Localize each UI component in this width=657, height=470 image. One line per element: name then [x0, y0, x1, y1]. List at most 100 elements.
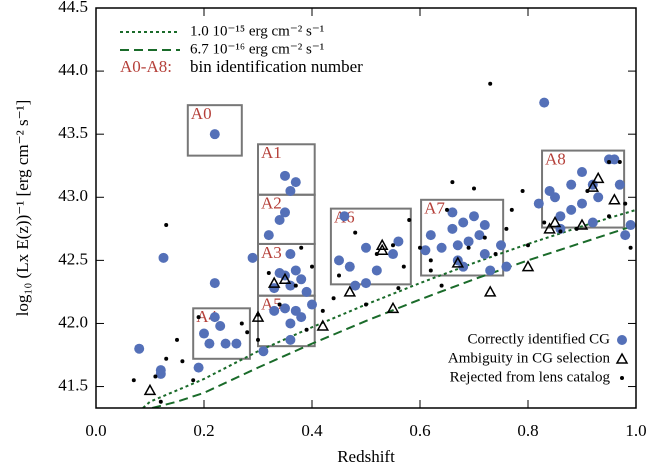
point: [158, 252, 169, 263]
point: [526, 243, 530, 248]
point: [407, 217, 412, 222]
point: [451, 256, 465, 268]
point: [280, 170, 290, 181]
bin-label: A0: [191, 104, 212, 123]
point: [285, 249, 296, 260]
point: [469, 211, 479, 222]
point: [209, 312, 220, 323]
point: [278, 272, 292, 285]
point: [199, 328, 209, 339]
x-tick-label: 1.0: [625, 421, 646, 440]
point: [299, 245, 304, 250]
y-tick-label: 44.0: [58, 60, 88, 79]
legend-marker: [617, 335, 627, 345]
point: [628, 245, 633, 250]
point: [353, 230, 358, 235]
point: [209, 129, 220, 140]
point: [204, 338, 215, 349]
point: [617, 159, 622, 164]
point: [520, 188, 525, 193]
point: [623, 201, 628, 206]
point: [388, 249, 398, 260]
flux-limit-line: [142, 208, 636, 408]
point: [466, 245, 471, 250]
point: [320, 308, 325, 313]
point: [334, 255, 344, 266]
point: [447, 207, 458, 218]
point: [285, 318, 296, 329]
point: [269, 305, 280, 316]
point: [447, 223, 458, 234]
y-tick-label: 43.5: [58, 123, 88, 142]
y-tick-label: 43.0: [58, 186, 88, 205]
point: [450, 180, 455, 185]
legend-marker: [620, 376, 624, 380]
point: [375, 238, 389, 250]
point: [247, 252, 258, 263]
point: [364, 302, 368, 307]
point: [231, 338, 242, 349]
bin-box: [329, 207, 412, 286]
point: [607, 159, 611, 164]
y-tick-label: 41.5: [58, 375, 88, 394]
point: [339, 211, 350, 222]
point: [343, 285, 357, 297]
point: [391, 243, 395, 248]
point: [543, 222, 556, 234]
point: [483, 285, 497, 297]
point: [458, 217, 469, 228]
point: [304, 327, 309, 332]
point: [558, 229, 563, 234]
point: [256, 337, 260, 342]
point: [463, 236, 474, 247]
point: [371, 265, 382, 276]
point: [196, 315, 201, 320]
point: [251, 310, 265, 322]
point: [215, 320, 226, 331]
point: [439, 283, 444, 288]
point: [290, 177, 301, 188]
legend-label: 1.0 10⁻¹⁵ erg cm⁻² s⁻¹: [190, 23, 324, 39]
point: [496, 240, 506, 251]
legend-label: Ambiguity in CG selection: [448, 350, 611, 366]
point: [143, 383, 157, 396]
point: [555, 211, 566, 222]
point: [452, 240, 463, 251]
point: [277, 302, 282, 307]
point: [337, 273, 341, 278]
point: [586, 180, 600, 192]
y-axis-label: log₁₀ (Lx E(z))⁻¹ [erg cm⁻² s⁻¹]: [13, 100, 32, 317]
point: [296, 274, 307, 285]
point: [493, 252, 498, 257]
point: [175, 337, 179, 342]
point: [482, 235, 487, 240]
point: [577, 198, 587, 209]
legend-label: 6.7 10⁻¹⁶ erg cm⁻² s⁻¹: [190, 41, 324, 57]
point: [375, 243, 389, 256]
bin-label: A2: [261, 194, 282, 213]
point: [609, 154, 620, 165]
y-tick-label: 42.0: [58, 312, 88, 331]
bin-label: A1: [261, 143, 282, 162]
plot-frame: [95, 7, 637, 409]
bin-label: A7: [424, 199, 445, 218]
point: [436, 242, 447, 253]
point: [361, 242, 371, 253]
point: [239, 321, 244, 326]
point: [574, 226, 579, 231]
point: [293, 283, 298, 288]
point: [344, 261, 355, 272]
point: [258, 346, 269, 357]
point: [180, 359, 185, 364]
point: [501, 261, 512, 272]
point: [209, 278, 220, 289]
point: [418, 245, 422, 250]
point: [301, 286, 312, 297]
x-tick-label: 0.2: [193, 421, 214, 440]
point: [587, 217, 598, 228]
bin-box: [541, 149, 626, 229]
point: [280, 303, 290, 314]
legend-label: Rejected from lens catalog: [450, 369, 611, 385]
bin-box: [192, 307, 251, 360]
point: [256, 312, 260, 317]
